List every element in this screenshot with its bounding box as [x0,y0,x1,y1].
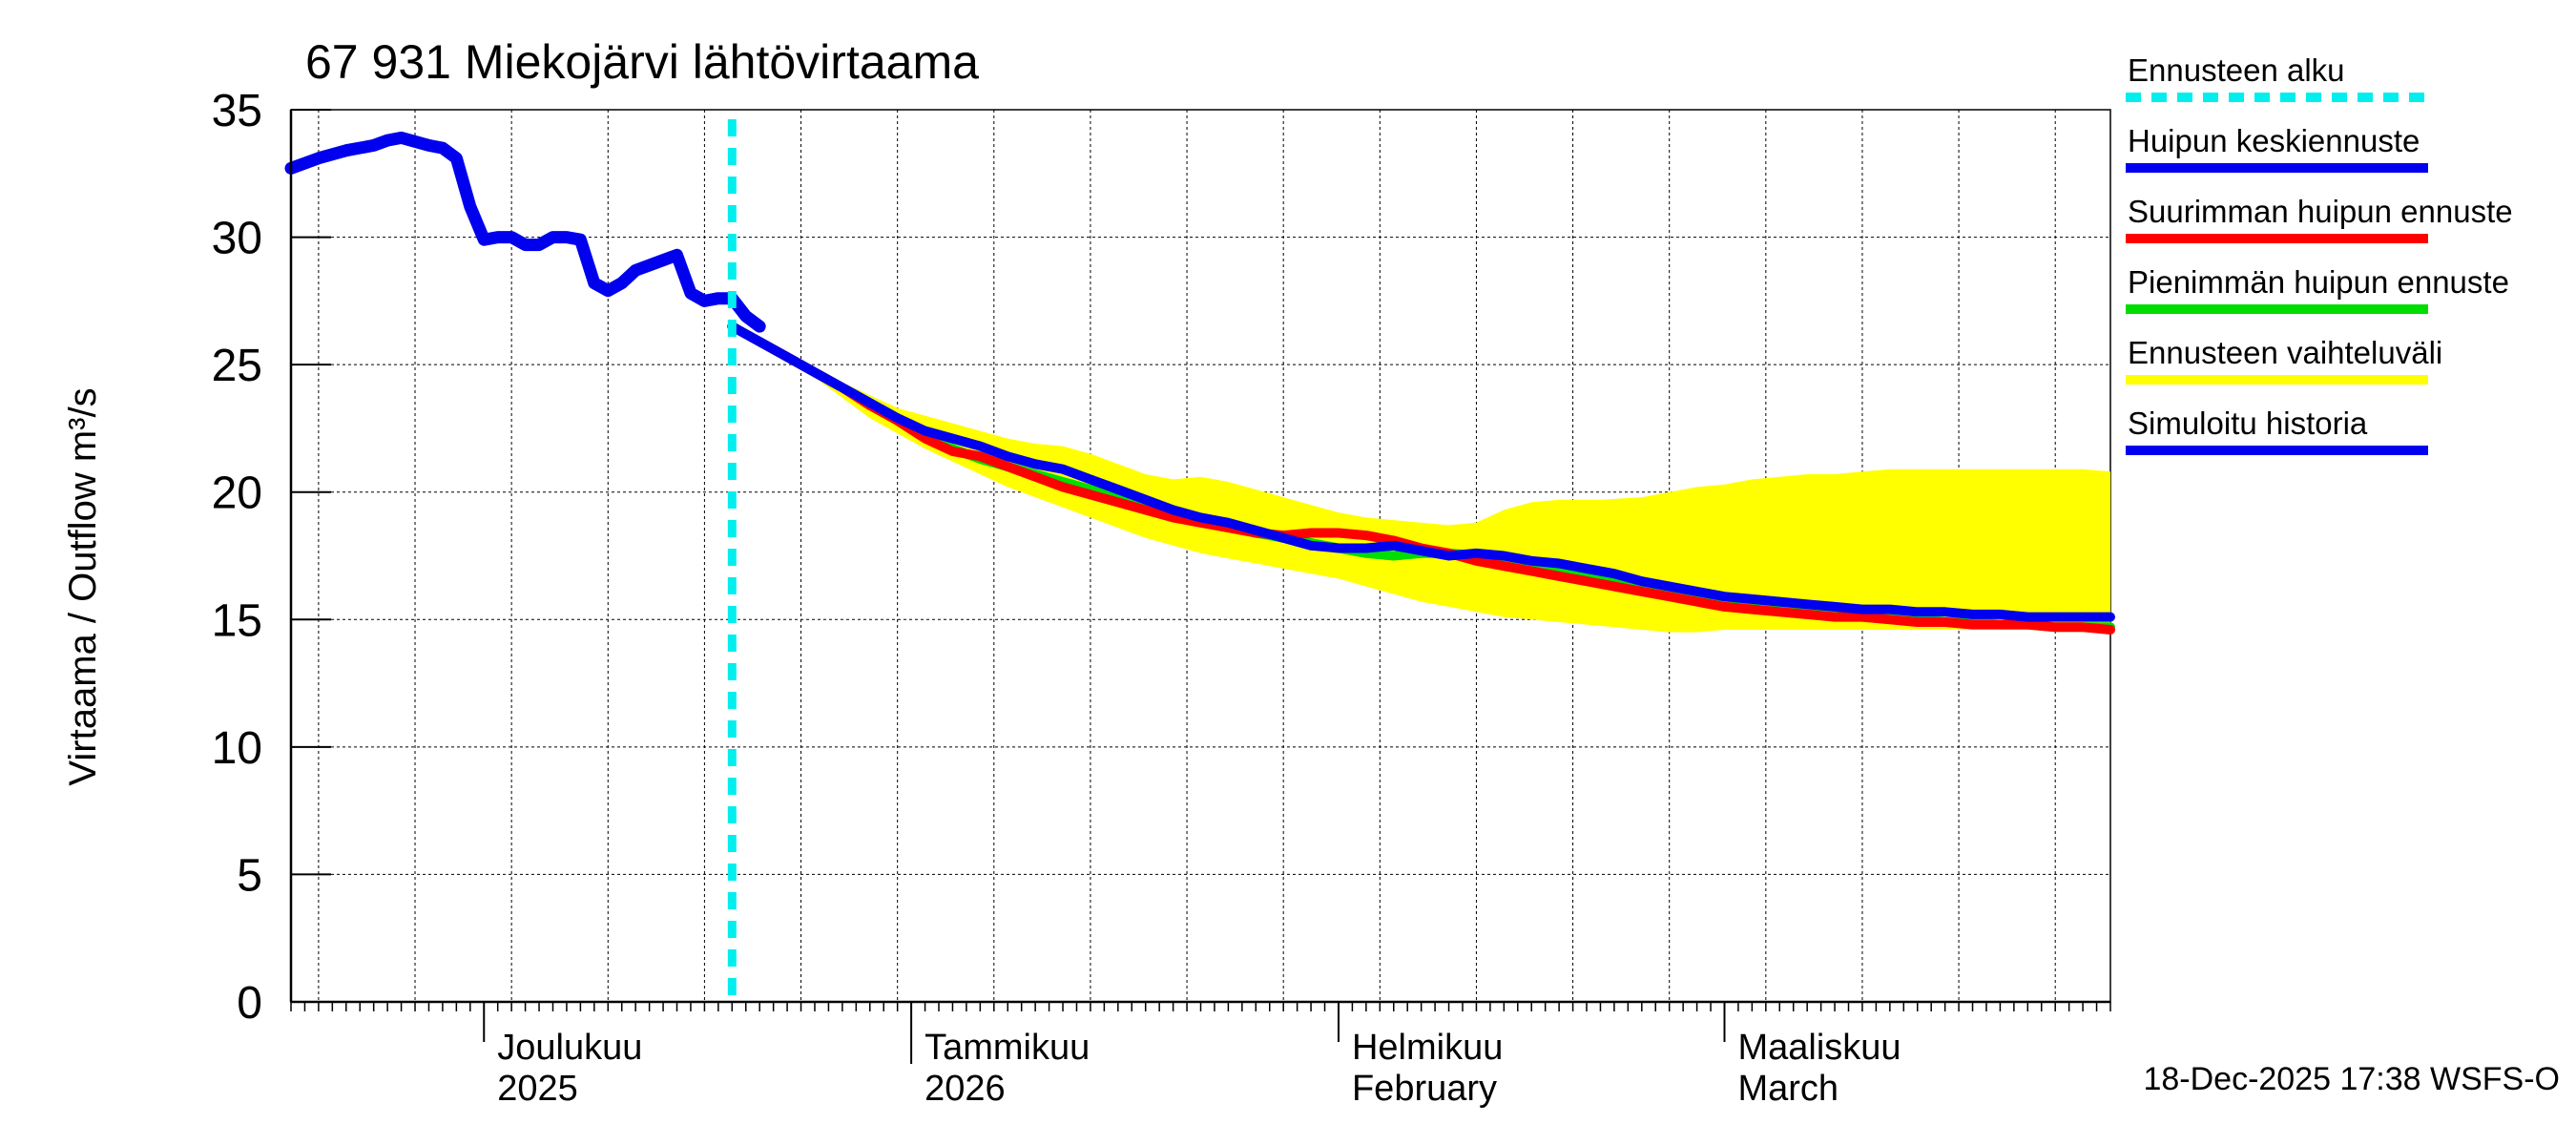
x-month-label: Tammikuu [924,1028,1090,1068]
x-month-label: Maaliskuu [1737,1028,1901,1068]
chart-title: 67 931 Miekojärvi lähtövirtaama [305,35,979,89]
footer-timestamp: 18-Dec-2025 17:38 WSFS-O [2143,1061,2560,1097]
legend-label: Ennusteen vaihteluväli [2128,335,2442,370]
y-tick-label: 20 [212,468,262,519]
legend-label: Suurimman huipun ennuste [2128,194,2513,229]
forecast-range-band [732,326,2110,633]
y-tick-label: 15 [212,595,262,646]
y-tick-label: 35 [212,86,262,136]
forecast-range-area [732,326,2110,633]
x-month-label: Helmikuu [1352,1028,1503,1068]
y-tick-label: 5 [237,850,262,901]
y-tick-label: 0 [237,978,262,1029]
x-year-label: 2026 [924,1069,1006,1109]
legend-label: Pienimmän huipun ennuste [2128,264,2509,300]
x-year-label: February [1352,1069,1497,1109]
series-line-huipun-keskiennuste [727,322,2115,622]
axes [289,109,2111,1064]
y-axis-label: Virtaama / Outflow m³/s [62,387,104,785]
y-tick-label: 25 [212,341,262,391]
legend-label: Ennusteen alku [2128,52,2345,88]
legend-label: Simuloitu historia [2128,406,2368,441]
series-lines [284,119,2115,1002]
x-month-label: Joulukuu [497,1028,642,1068]
y-tick-label: 30 [212,214,262,264]
x-year-label: 2025 [497,1069,578,1109]
series-line-simuloitu-historia [284,131,766,333]
legend: Ennusteen alku Huipun keskiennuste Suurimm… [2126,52,2513,455]
tick-labels: 05101520253035Joulukuu2025Tammikuu2026He… [212,86,1901,1109]
legend-label: Huipun keskiennuste [2128,123,2420,158]
x-year-label: March [1737,1069,1839,1109]
y-tick-label: 10 [212,723,262,774]
